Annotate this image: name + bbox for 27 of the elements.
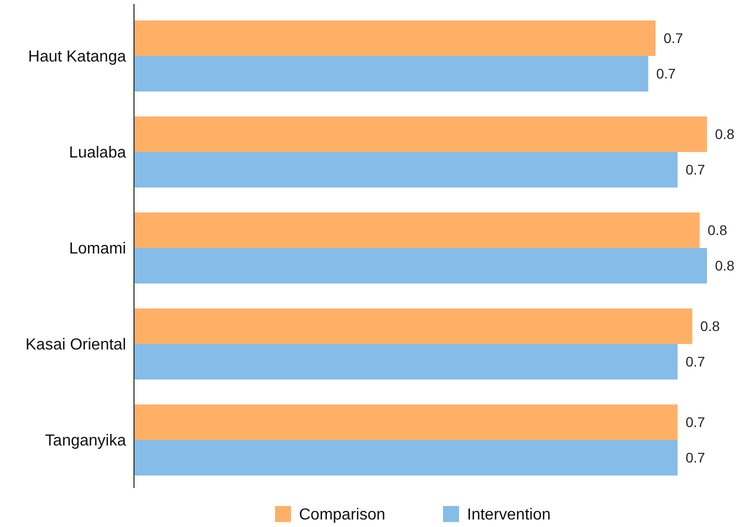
data-label: 0.8 — [715, 126, 735, 142]
legend-label: Intervention — [467, 506, 551, 524]
data-label: 0.7 — [686, 450, 706, 466]
bar — [134, 20, 656, 56]
data-label: 0.7 — [686, 354, 706, 370]
y-tick-label: Haut Katanga — [28, 48, 126, 66]
bar — [134, 152, 678, 188]
bar — [134, 440, 678, 476]
bar — [134, 404, 678, 440]
bar — [134, 308, 692, 344]
bar — [134, 344, 678, 380]
y-tick-label: Tanganyika — [45, 432, 126, 450]
legend-label: Comparison — [299, 506, 386, 524]
data-label: 0.8 — [708, 222, 728, 238]
data-label: 0.8 — [715, 258, 735, 274]
bar — [134, 116, 707, 152]
y-tick-label: Lomami — [69, 240, 126, 258]
data-label: 0.8 — [700, 318, 720, 334]
y-tick-label: Kasai Oriental — [26, 336, 126, 354]
data-label: 0.7 — [686, 162, 706, 178]
data-label: 0.7 — [656, 66, 676, 82]
data-label: 0.7 — [686, 414, 706, 430]
bar — [134, 56, 648, 92]
y-tick-label: Lualaba — [69, 144, 126, 162]
data-label: 0.7 — [664, 30, 684, 46]
bar — [134, 248, 707, 284]
bar — [134, 212, 700, 248]
